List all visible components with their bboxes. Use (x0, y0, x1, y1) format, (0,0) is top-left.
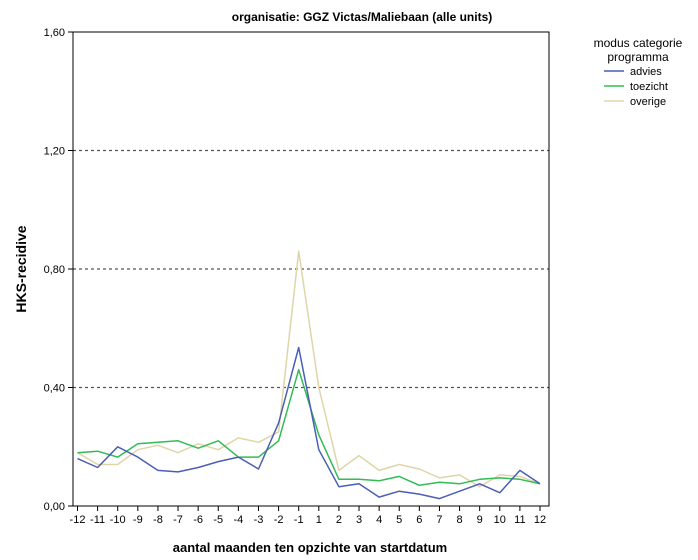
legend: modus categorie programma advies toezicht… (594, 36, 683, 108)
y-tick-label: 0,00 (44, 501, 65, 513)
x-tick-label: 1 (316, 514, 322, 526)
y-tick-label: 0,80 (44, 264, 65, 276)
y-tick-label: 1,60 (44, 27, 65, 39)
x-tick-label: -5 (213, 514, 223, 526)
plot-lines (77, 250, 541, 500)
x-tick-label: 8 (457, 514, 463, 526)
legend-label: overige (630, 96, 666, 108)
x-tick-label: 4 (376, 514, 382, 526)
x-tick-label: 12 (534, 514, 546, 526)
x-tick-label: -12 (70, 514, 86, 526)
y-axis: 0,00 0,40 0,80 1,20 1,60 (44, 27, 73, 513)
x-axis-label: aantal maanden ten opzichte van startdat… (173, 540, 448, 555)
legend-item-overige: overige (604, 96, 666, 108)
x-tick-label: -1 (294, 514, 304, 526)
x-tick-label: -10 (110, 514, 126, 526)
series-line-overige (77, 250, 541, 488)
legend-item-advies: advies (604, 66, 662, 78)
legend-label: advies (630, 66, 662, 78)
x-tick-label: -11 (90, 514, 105, 526)
x-tick-label: -6 (193, 514, 203, 526)
x-tick-label: -2 (274, 514, 284, 526)
x-tick-label: 6 (416, 514, 422, 526)
x-tick-label: -9 (133, 514, 143, 526)
x-tick-label: 2 (336, 514, 342, 526)
y-tick-label: 0,40 (44, 383, 65, 395)
plot-frame (72, 31, 550, 507)
series-line-advies (77, 346, 541, 500)
chart-title: organisatie: GGZ Victas/Maliebaan (alle … (232, 10, 493, 24)
gridlines (73, 149, 549, 389)
x-tick-label: -7 (173, 514, 183, 526)
legend-title-line-1: modus categorie (594, 36, 683, 50)
x-tick-label: -3 (254, 514, 264, 526)
x-tick-label: 11 (514, 514, 525, 526)
x-tick-label: 10 (494, 514, 506, 526)
legend-item-toezicht: toezicht (604, 81, 668, 93)
legend-title-line-2: programma (607, 50, 669, 64)
x-tick-label: -8 (153, 514, 163, 526)
x-tick-label: 7 (436, 514, 442, 526)
x-axis: -12 -11 -10 -9 -8 -7 -6 -5 -4 -3 -2 -1 1 2 3 4 5 6 7 8 9 10 11… (70, 506, 546, 526)
x-tick-label: 5 (396, 514, 402, 526)
legend-label: toezicht (630, 81, 668, 93)
y-tick-label: 1,20 (44, 146, 65, 158)
y-axis-label: HKS-recidive (13, 225, 29, 312)
x-tick-label: -4 (233, 514, 243, 526)
x-tick-label: 9 (477, 514, 483, 526)
x-tick-label: 3 (356, 514, 362, 526)
